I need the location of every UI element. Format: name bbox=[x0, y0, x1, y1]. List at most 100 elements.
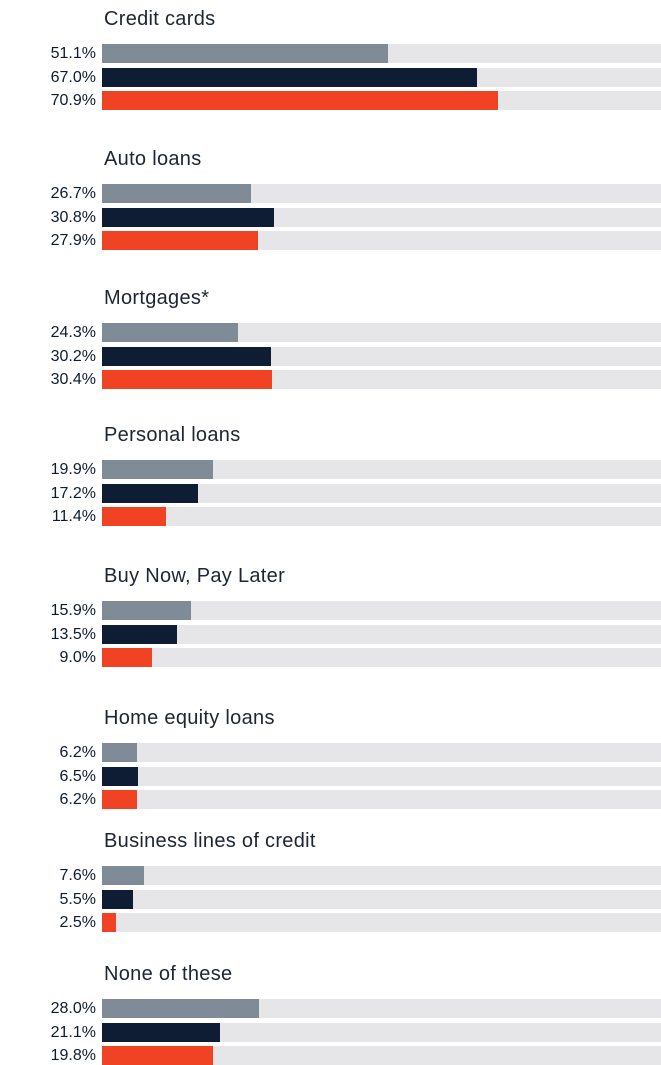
bar-track bbox=[102, 460, 661, 479]
data-label: 13.5% bbox=[50, 626, 96, 643]
bar-row: 67.0% bbox=[0, 68, 661, 87]
bar-row: 70.9% bbox=[0, 91, 661, 110]
bar bbox=[102, 743, 137, 762]
bar-track bbox=[102, 323, 661, 342]
bar-track bbox=[102, 866, 661, 885]
bar-track bbox=[102, 648, 661, 667]
bar-row: 26.7% bbox=[0, 184, 661, 203]
bar bbox=[102, 1046, 213, 1065]
data-label: 17.2% bbox=[50, 485, 96, 502]
data-label: 19.9% bbox=[50, 461, 96, 478]
bar-track bbox=[102, 347, 661, 366]
bar-track bbox=[102, 890, 661, 909]
bar-track bbox=[102, 484, 661, 503]
bar bbox=[102, 484, 199, 503]
data-label: 30.8% bbox=[50, 209, 96, 226]
category-title: Mortgages* bbox=[104, 287, 210, 309]
data-label: 6.2% bbox=[59, 791, 96, 808]
bar bbox=[102, 370, 272, 389]
bar-row: 28.0% bbox=[0, 999, 661, 1018]
data-label: 70.9% bbox=[50, 92, 96, 109]
bar-row: 30.8% bbox=[0, 208, 661, 227]
data-label: 6.5% bbox=[59, 768, 96, 785]
bar-track bbox=[102, 44, 661, 63]
bar-track bbox=[102, 231, 661, 250]
bar-row: 19.9% bbox=[0, 460, 661, 479]
bar bbox=[102, 184, 252, 203]
bar-row: 30.4% bbox=[0, 370, 661, 389]
bar-row: 19.8% bbox=[0, 1046, 661, 1065]
bar-track bbox=[102, 208, 661, 227]
bar-track bbox=[102, 507, 661, 526]
category-title: None of these bbox=[104, 963, 233, 985]
data-label: 5.5% bbox=[59, 891, 96, 908]
bar-track bbox=[102, 743, 661, 762]
bar-row: 6.2% bbox=[0, 743, 661, 762]
bar bbox=[102, 460, 214, 479]
bar-row: 6.5% bbox=[0, 767, 661, 786]
data-label: 30.4% bbox=[50, 371, 96, 388]
bar bbox=[102, 999, 259, 1018]
bar bbox=[102, 767, 139, 786]
bar bbox=[102, 323, 238, 342]
data-label: 19.8% bbox=[50, 1047, 96, 1064]
data-label: 67.0% bbox=[50, 69, 96, 86]
bar bbox=[102, 68, 477, 87]
bar-row: 30.2% bbox=[0, 347, 661, 366]
bar-row: 27.9% bbox=[0, 231, 661, 250]
bar bbox=[102, 507, 166, 526]
bar-track bbox=[102, 68, 661, 87]
bar-row: 13.5% bbox=[0, 625, 661, 644]
bar bbox=[102, 91, 499, 110]
bar-track bbox=[102, 1023, 661, 1042]
bar bbox=[102, 231, 258, 250]
bar-track bbox=[102, 370, 661, 389]
bar-row: 21.1% bbox=[0, 1023, 661, 1042]
category-title: Home equity loans bbox=[104, 707, 275, 729]
category-title: Buy Now, Pay Later bbox=[104, 565, 286, 587]
data-label: 30.2% bbox=[50, 348, 96, 365]
bar-track bbox=[102, 999, 661, 1018]
bar-row: 15.9% bbox=[0, 601, 661, 620]
bar bbox=[102, 866, 145, 885]
bar bbox=[102, 1023, 220, 1042]
bar-track bbox=[102, 1046, 661, 1065]
bar-row: 6.2% bbox=[0, 790, 661, 809]
bar-row: 11.4% bbox=[0, 507, 661, 526]
bar-track bbox=[102, 913, 661, 932]
data-label: 27.9% bbox=[50, 232, 96, 249]
data-label: 9.0% bbox=[59, 649, 96, 666]
bar bbox=[102, 347, 271, 366]
category-title: Credit cards bbox=[104, 8, 216, 30]
data-label: 2.5% bbox=[59, 914, 96, 931]
bar-row: 2.5% bbox=[0, 913, 661, 932]
bar-track bbox=[102, 790, 661, 809]
bar bbox=[102, 648, 153, 667]
bar bbox=[102, 625, 178, 644]
bar-row: 9.0% bbox=[0, 648, 661, 667]
data-label: 15.9% bbox=[50, 602, 96, 619]
data-label: 51.1% bbox=[50, 45, 96, 62]
data-label: 6.2% bbox=[59, 744, 96, 761]
bar-track bbox=[102, 91, 661, 110]
bar bbox=[102, 208, 275, 227]
bar-track bbox=[102, 767, 661, 786]
data-label: 21.1% bbox=[50, 1024, 96, 1041]
bar bbox=[102, 890, 133, 909]
bar-row: 5.5% bbox=[0, 890, 661, 909]
bar bbox=[102, 790, 137, 809]
category-title: Auto loans bbox=[104, 148, 202, 170]
bar-row: 7.6% bbox=[0, 866, 661, 885]
bar bbox=[102, 44, 388, 63]
bar-track bbox=[102, 625, 661, 644]
bar bbox=[102, 601, 191, 620]
bar-track bbox=[102, 601, 661, 620]
data-label: 28.0% bbox=[50, 1000, 96, 1017]
bar bbox=[102, 913, 116, 932]
data-label: 24.3% bbox=[50, 324, 96, 341]
category-title: Business lines of credit bbox=[104, 830, 316, 852]
data-label: 26.7% bbox=[50, 185, 96, 202]
category-title: Personal loans bbox=[104, 424, 241, 446]
bar-track bbox=[102, 184, 661, 203]
